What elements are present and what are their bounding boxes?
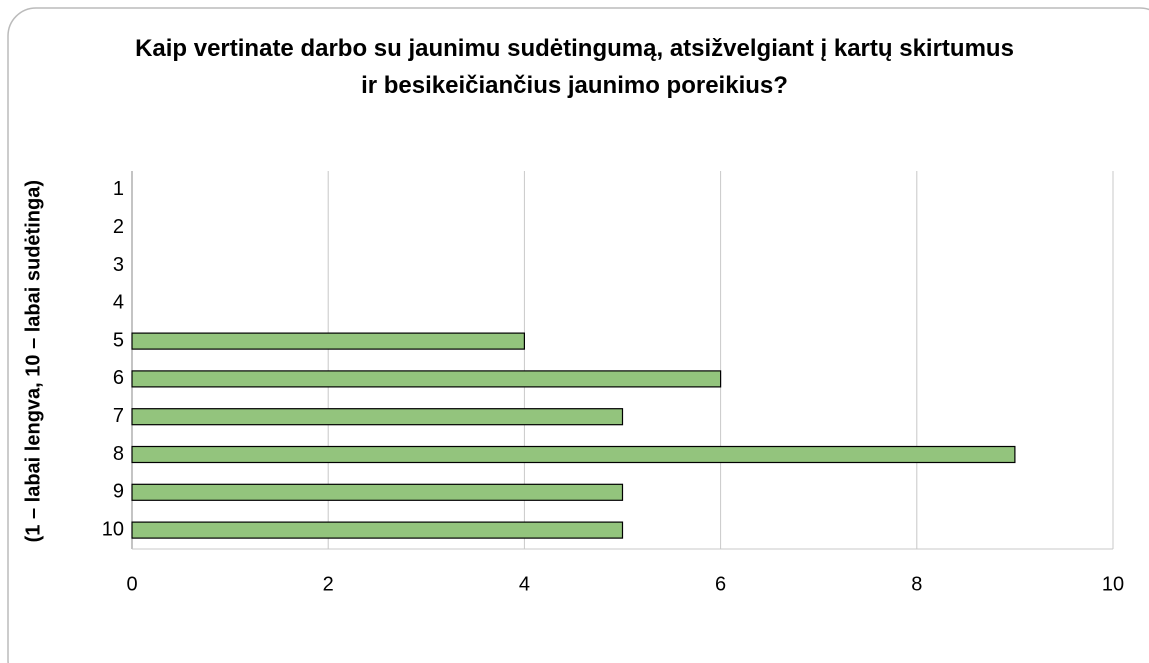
x-tick-label: 0	[126, 573, 137, 595]
bar	[131, 483, 624, 501]
x-tick-label: 10	[1102, 573, 1124, 595]
x-tick-label: 4	[519, 573, 530, 595]
x-tick-label: 6	[715, 573, 726, 595]
y-axis-label: (1 – labai lengva, 10 – labai sudėtinga)	[22, 180, 44, 542]
y-tick-label: 6	[113, 367, 124, 389]
chart-title: Kaip vertinate darbo su jaunimu sudėting…	[135, 35, 1014, 99]
y-tick-label: 9	[113, 481, 124, 503]
y-tick-label: 2	[113, 216, 124, 238]
y-tick-label: 10	[102, 518, 124, 540]
y-tick-label: 5	[113, 329, 124, 351]
y-tick-label: 4	[113, 292, 124, 314]
bar	[131, 408, 624, 426]
y-tick-label: 1	[113, 178, 124, 200]
bar	[131, 445, 1016, 464]
bar	[131, 370, 722, 388]
bar	[131, 332, 525, 350]
x-tick-label: 8	[911, 573, 922, 595]
chart-frame	[7, 7, 1149, 663]
y-tick-label: 3	[113, 254, 124, 276]
y-tick-label: 8	[113, 443, 124, 465]
y-tick-label: 7	[113, 405, 124, 427]
bar	[131, 521, 624, 539]
x-tick-label: 2	[323, 573, 334, 595]
